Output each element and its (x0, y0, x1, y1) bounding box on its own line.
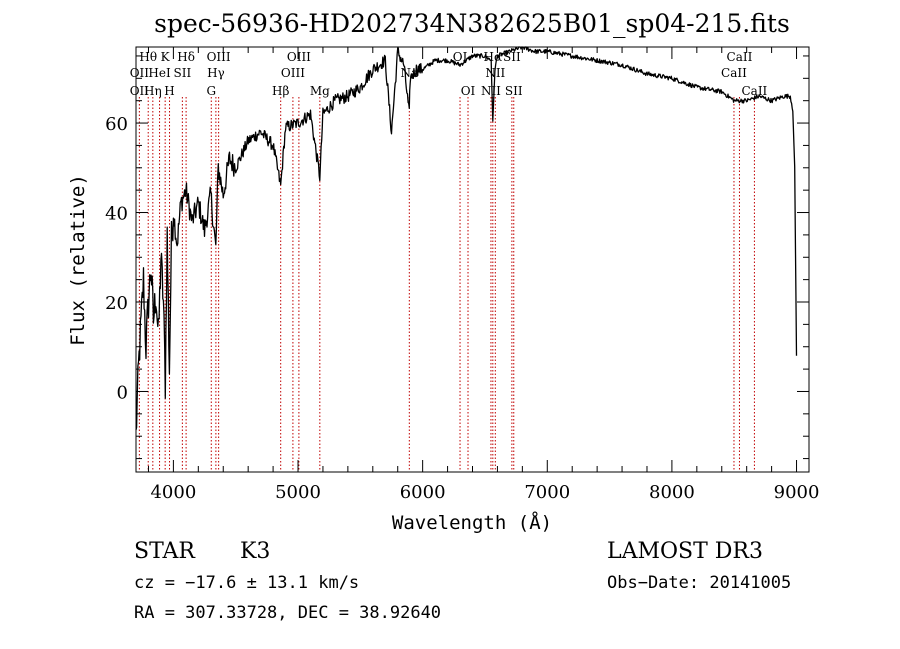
observation-date: Obs−Date: 20141005 (607, 573, 792, 593)
object-class: STAR (134, 539, 195, 564)
spectrum-series-line (135, 46, 798, 431)
chart-title: spec-56936-HD202734N382625B01_sp04-215.f… (154, 9, 790, 38)
line-label-sii: SII (505, 84, 523, 98)
line-label-caii: CaII (721, 66, 747, 80)
line-label-oiii: OIII (281, 66, 305, 80)
line-label-hδ: Hδ (177, 50, 195, 64)
x-axis-label: Wavelength (Å) (392, 511, 552, 534)
y-tick-label: 20 (105, 293, 128, 314)
line-label-k: K (161, 50, 171, 64)
line-label-hβ: Hβ (272, 84, 289, 98)
coordinates: RA = 307.33728, DEC = 38.92640 (134, 603, 442, 623)
line-label-hθ: Hθ (139, 50, 157, 64)
line-label-hei: HeI (148, 66, 171, 80)
line-label-sii: SII (174, 66, 192, 80)
line-label-oiii: OIII (207, 50, 231, 64)
y-axis-label: Flux (relative) (67, 174, 89, 346)
x-tick-label: 4000 (150, 482, 196, 503)
line-label-g: G (206, 84, 216, 98)
emission-line-markers (138, 97, 755, 472)
y-tick-label: 0 (117, 382, 128, 403)
redshift-cz: cz = −17.6 ± 13.1 km/s (134, 573, 360, 593)
line-label-caii: CaII (727, 50, 753, 64)
line-label-oii: OII (130, 66, 150, 80)
survey-name: LAMOST DR3 (607, 539, 763, 564)
x-tick-label: 8000 (649, 482, 695, 503)
line-label-h: H (164, 84, 174, 98)
line-label-hη: Hη (144, 84, 162, 98)
axis-ticks: 4000 5000 6000 7000 8000 9000 0 20 40 60 (105, 47, 819, 503)
y-tick-label: 60 (105, 114, 128, 135)
y-tick-label: 40 (105, 204, 128, 225)
line-label-mg: Mg (310, 84, 330, 98)
plot-frame (135, 46, 810, 473)
line-label-oii: OII (130, 84, 150, 98)
object-subclass: K3 (240, 539, 271, 564)
line-label-hγ: Hγ (207, 66, 225, 80)
x-tick-label: 6000 (400, 482, 446, 503)
x-tick-label: 5000 (275, 482, 321, 503)
line-label-nii: NII (481, 84, 501, 98)
line-label-caii: CaII (741, 84, 767, 98)
line-label-hα: Hα (484, 50, 503, 64)
line-label-oiii: OIII (287, 50, 311, 64)
x-tick-label: 7000 (524, 482, 570, 503)
x-tick-label: 9000 (774, 482, 820, 503)
line-label-oi: OI (461, 84, 476, 98)
